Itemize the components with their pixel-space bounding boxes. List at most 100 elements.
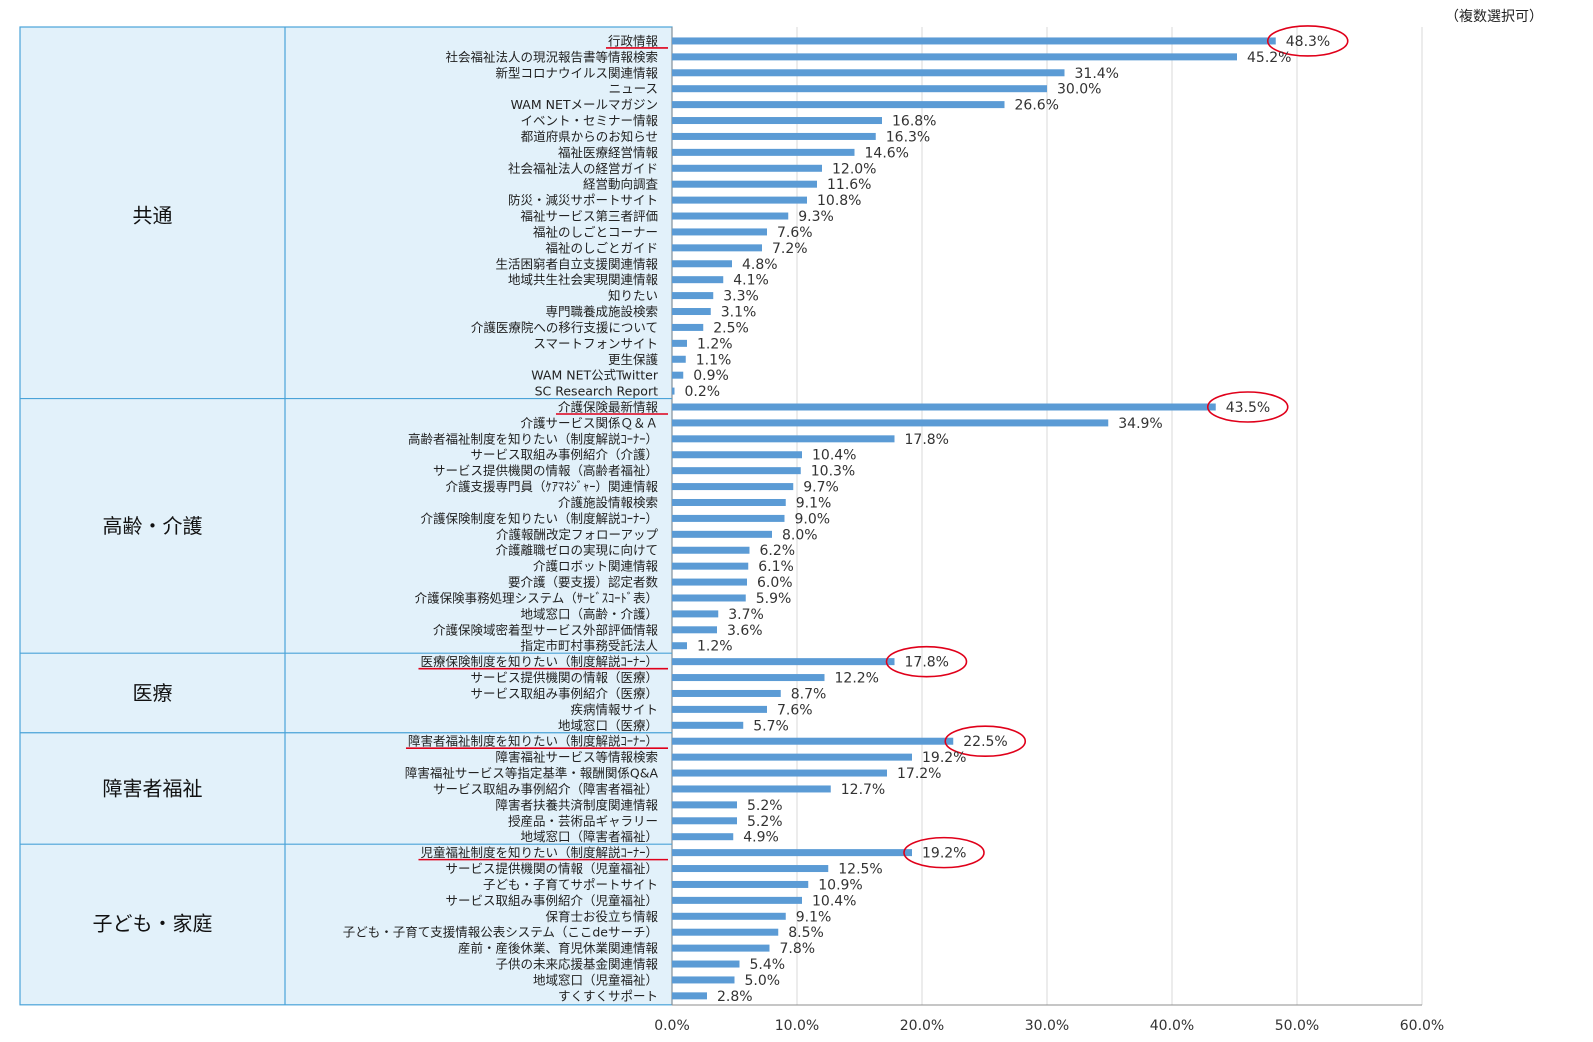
data-label: 2.5% [713,320,749,336]
data-label: 10.4% [812,893,856,909]
category-label: 指定市町村事務受託法人 [520,638,658,653]
data-label: 22.5% [963,734,1007,750]
category-label: 障害福祉サービス等情報検索 [495,750,658,765]
highlight-circle [1266,25,1349,57]
bar [672,514,785,522]
data-label: 0.9% [693,368,729,384]
category-label: 社会福祉法人の経営ガイド [508,161,658,176]
bar [672,753,912,761]
bar [672,180,817,188]
data-label: 10.4% [812,448,856,464]
highlight-circle [885,645,968,678]
group-label: 共通 [133,204,173,228]
data-label: 17.8% [905,655,949,671]
category-label: サービス取組み事例紹介（児童福祉） [445,893,658,908]
bar [672,132,876,140]
x-tick-label: 20.0% [900,1018,944,1034]
bar [672,355,686,363]
category-label: 知りたい [608,288,658,303]
category-label: 生活困窮者自立支援関連情報 [495,256,658,271]
data-label: 12.7% [841,782,885,798]
label-panel [19,26,673,1006]
bar [672,483,794,491]
category-label: 地域共生社会実現関連情報 [508,272,659,287]
category-label: 防災・減災サポートサイト [508,193,658,208]
bar [672,339,687,347]
data-label: 14.6% [865,145,909,161]
category-label: 更生保護 [608,352,659,367]
data-label: 31.4% [1075,66,1119,82]
category-label: 子供の未来応援基金関連情報 [495,957,658,972]
category-label: 介護保険域密着型サービス外部評価情報 [433,622,659,637]
bar [672,498,786,506]
category-label: 高齢者福祉制度を知りたい（制度解説ｺｰﾅｰ） [408,431,658,446]
data-label: 8.0% [782,527,818,543]
data-label: 8.7% [791,686,827,702]
bar [672,817,737,825]
data-label: 5.2% [747,798,783,814]
category-label: 新型コロナウイルス関連情報 [495,65,658,80]
category-label: 専門職養成施設検索 [545,304,658,319]
bar [672,562,749,570]
category-label: 行政情報 [608,33,659,48]
category-label: 介護支援専門員（ｹｱﾏﾈｼﾞｬｰ）関連情報 [445,479,658,494]
data-label: 1.2% [697,639,733,655]
category-label: サービス提供機関の情報（高齢者福祉） [433,463,658,478]
category-label: 福祉医療経営情報 [558,145,659,160]
x-tick-label: 60.0% [1400,1018,1444,1034]
data-label: 4.1% [733,273,769,289]
category-label: 介護医療院への移行支援について [471,320,658,335]
bar [672,308,711,316]
bar [672,260,732,268]
data-label: 2.8% [717,989,753,1005]
data-label: 9.1% [796,909,832,925]
category-label: 福祉のしごとガイド [545,240,658,255]
data-label: 5.2% [747,814,783,830]
data-label: 6.1% [758,559,794,575]
data-label: 9.0% [795,511,831,527]
category-label: サービス提供機関の情報（児童福祉） [445,861,658,876]
data-label: 3.1% [721,305,757,321]
data-label: 4.8% [742,257,778,273]
category-label: スマートフォンサイト [533,336,658,351]
data-label: 1.2% [697,336,733,352]
highlight-circle [903,836,985,869]
category-label: 介護施設情報検索 [558,495,658,510]
group-label: 障害者福祉 [103,776,203,800]
data-label: 5.0% [745,973,781,989]
category-label: 障害者扶養共済制度関連情報 [495,797,658,812]
data-label: 12.5% [838,862,882,878]
bar [672,196,807,204]
bar [672,387,675,395]
data-label: 10.9% [818,877,862,893]
x-tick-label: 30.0% [1025,1018,1069,1034]
bar [672,865,829,873]
bar [672,276,724,284]
data-label: 5.9% [756,591,792,607]
category-label: WAM NET公式Twitter [531,368,659,383]
data-label: 7.8% [780,941,816,957]
bar [672,323,704,331]
group-label: 子ども・家庭 [93,912,213,936]
category-label: 授産品・芸術品ギャラリー [508,813,658,828]
category-label: 地域窓口（児童福祉） [533,972,658,987]
bar [672,467,801,475]
x-tick-label: 50.0% [1275,1018,1319,1034]
x-tick-label: 40.0% [1150,1018,1194,1034]
data-label: 7.6% [777,702,813,718]
data-label: 30.0% [1057,82,1101,98]
category-label: 都道府県からのお知らせ [521,129,658,144]
category-label: SC Research Report [535,384,658,399]
category-label: サービス提供機関の情報（医療） [470,670,658,685]
group-label: 高齢・介護 [103,514,203,538]
x-tick-label: 0.0% [654,1018,690,1034]
bar [672,212,789,220]
category-label: 地域窓口（高齢・介護） [520,606,658,621]
data-label: 12.0% [832,161,876,177]
category-label: サービス取組み事例紹介（介護） [470,447,658,462]
bar [672,292,714,300]
bar [672,705,767,713]
bar [672,896,802,904]
data-label: 10.8% [817,193,861,209]
